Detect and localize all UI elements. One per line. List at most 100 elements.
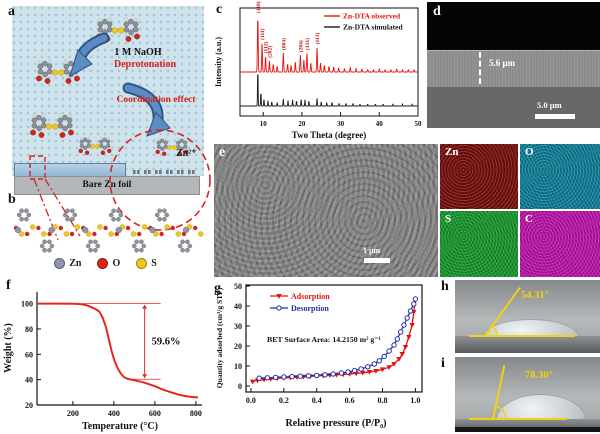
xrd-legend-1: Zn-DTA simulated <box>343 23 403 32</box>
panel-d-label: d <box>433 4 441 19</box>
contact-angle-photo-i: 78.30° <box>455 357 600 432</box>
svg-text:50: 50 <box>415 120 423 128</box>
zn-foil-label: Bare Zn foil <box>82 180 132 190</box>
coating-cross-section-band <box>427 50 600 87</box>
svg-text:30: 30 <box>234 322 242 331</box>
naoh-text: 1 M NaOH <box>114 47 162 58</box>
scalebar-e-label: 1 μm <box>363 246 381 255</box>
angle-overlay-i <box>469 364 567 420</box>
svg-text:20: 20 <box>298 120 306 128</box>
xrd-chart: 10 20 30 40 50 Two Theta (degree) Intensity (a… <box>214 1 423 140</box>
svg-text:10: 10 <box>234 362 242 371</box>
contact-angle-value-i: 78.30° <box>525 370 553 381</box>
svg-text:0.2: 0.2 <box>279 396 289 405</box>
zn-foil-bar: Bare Zn foil <box>14 176 200 195</box>
svg-text:60: 60 <box>25 350 33 359</box>
tga-ylabel: Weight (%) <box>3 323 14 373</box>
svg-text:(004): (004) <box>280 38 287 50</box>
svg-text:40: 40 <box>376 120 384 128</box>
svg-text:(113): (113) <box>314 33 321 45</box>
eds-zn-label: Zn <box>445 146 459 158</box>
zn-ion-text: Zn²⁺ <box>176 148 197 159</box>
legend-item-zn: Zn <box>54 258 81 269</box>
angle-overlay-h <box>469 287 575 337</box>
legend-item-o: O <box>97 258 120 269</box>
svg-text:100: 100 <box>21 300 33 309</box>
svg-text:0.4: 0.4 <box>312 396 322 405</box>
cross-section-sem-image: 5.6 μm 5.0 μm d <box>427 2 600 128</box>
svg-text:80: 80 <box>25 325 33 334</box>
svg-text:1.0: 1.0 <box>410 396 420 405</box>
panel-a-label: a <box>8 4 15 19</box>
svg-text:50: 50 <box>234 282 242 291</box>
svg-text:400: 400 <box>108 409 120 418</box>
sample-stage <box>455 336 600 353</box>
svg-text:10: 10 <box>260 120 268 128</box>
tga-xlabel: Temperature (°C) <box>82 421 158 432</box>
svg-text:0.0: 0.0 <box>246 396 256 405</box>
panel-c-label: c <box>216 2 223 17</box>
eds-map-zn: Zn <box>440 144 518 209</box>
tga-annotation: 59.6% <box>152 336 181 347</box>
svg-text:40: 40 <box>25 376 33 385</box>
o-sphere-icon <box>97 258 109 269</box>
coordination-effect-text: Coordination effect <box>116 95 196 105</box>
legend-item-s: S <box>136 258 157 269</box>
legend-zn-label: Zn <box>69 258 82 269</box>
svg-text:20: 20 <box>234 342 242 351</box>
eds-o-label: O <box>525 146 534 158</box>
legend-s-label: S <box>151 258 157 269</box>
svg-text:30: 30 <box>337 120 345 128</box>
bet-xlabel: Relative pressure (P/P₀) <box>286 418 387 429</box>
contact-angle-photo-h: 54.31° <box>455 280 600 353</box>
bet-chart: 0 10 20 30 40 50 0.0 0.2 0.4 0.6 0.8 1.0 Relative pr… <box>215 282 423 429</box>
contact-angle-value-h: 54.31° <box>521 290 549 301</box>
svg-text:40: 40 <box>234 302 242 311</box>
svg-text:(131): (131) <box>304 38 311 50</box>
legend-o-label: O <box>112 258 121 269</box>
svg-text:200: 200 <box>67 409 79 418</box>
panel-b-label: b <box>8 192 16 207</box>
svg-text:(204): (204) <box>297 40 304 52</box>
svg-text:(111): (111) <box>259 28 266 39</box>
eds-map-o: O <box>520 144 600 209</box>
svg-text:0: 0 <box>238 382 242 391</box>
surface-sem-image: e 1 μm <box>214 144 438 277</box>
xrd-ylabel: Intensity (a.u.) <box>214 37 223 87</box>
xrd-xlabel: Two Theta (degree) <box>292 130 367 140</box>
s-sphere-icon <box>136 258 148 269</box>
tga-chart: 20 40 60 80 100 200 400 600 800 Temperature (°C) W… <box>3 292 202 432</box>
panel-b-legend: Zn O S <box>0 258 211 269</box>
svg-text:(112): (112) <box>263 42 270 54</box>
zn-sphere-icon <box>54 258 66 269</box>
bet-surface-area-note: BET Surface Area: 14.2150 m² g⁻¹ <box>267 335 381 344</box>
eds-map-s: S <box>440 211 518 277</box>
scalebar-e <box>364 258 390 263</box>
panel-e-label: e <box>219 145 226 160</box>
scalebar-d-label: 5.0 μm <box>537 100 562 110</box>
panel-h-label: h <box>441 279 449 294</box>
svg-text:0.8: 0.8 <box>378 396 388 405</box>
thickness-value: 5.6 μm <box>489 58 516 68</box>
eds-s-label: S <box>445 213 452 225</box>
deprotonation-text: Deprotonation <box>113 59 177 70</box>
eds-map-c: C <box>520 211 600 277</box>
panel-g-label: g <box>214 281 221 296</box>
bet-ylabel: Quantity adsorbed (cm³/g STP) <box>215 287 224 388</box>
sem-background-region <box>427 2 600 50</box>
svg-text:(110): (110) <box>255 1 262 13</box>
bet-legend-0: Adsorption <box>291 292 330 301</box>
eds-c-label: C <box>525 213 533 225</box>
thickness-dashed-line <box>479 52 481 84</box>
photo-bottom-strip <box>455 427 600 432</box>
scalebar-d <box>535 114 575 119</box>
bet-legend-1: Desorption <box>291 304 329 313</box>
panel-a-b-decoration-graphic <box>13 17 211 253</box>
panel-f-label: f <box>6 278 11 293</box>
svg-text:0.6: 0.6 <box>345 396 355 405</box>
xrd-legend-0: Zn-DTA observed <box>343 12 401 21</box>
panel-i-label: i <box>441 356 445 371</box>
svg-text:20: 20 <box>25 401 33 410</box>
svg-text:800: 800 <box>190 409 202 418</box>
